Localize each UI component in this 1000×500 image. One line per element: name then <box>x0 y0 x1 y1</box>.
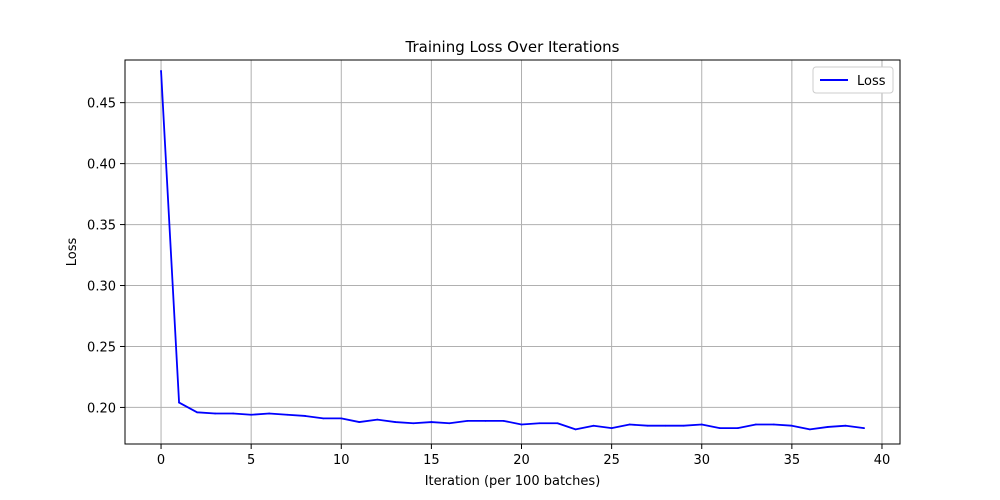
loss-point <box>412 422 415 425</box>
x-ticks: 0 5 10 15 20 25 30 35 40 <box>157 444 890 468</box>
loss-point <box>178 401 180 404</box>
loss-point <box>845 424 847 427</box>
loss-point <box>718 427 721 430</box>
loss-point <box>610 427 613 430</box>
loss-point <box>700 423 703 426</box>
legend: Loss <box>812 66 894 94</box>
y-tick-label: 0.45 <box>87 97 116 112</box>
loss-point <box>502 419 505 422</box>
x-tick-label: 25 <box>603 453 620 468</box>
loss-point <box>340 417 343 420</box>
loss-series-line <box>160 70 865 431</box>
loss-point <box>736 427 739 430</box>
loss-point <box>484 419 487 422</box>
loss-point <box>448 422 451 425</box>
loss-point <box>286 413 289 416</box>
x-axis-title: Iteration (per 100 batches) <box>425 474 601 489</box>
loss-point <box>592 424 595 427</box>
y-axis-title: Loss <box>65 238 80 267</box>
x-tick-label: 30 <box>693 453 710 468</box>
loss-point <box>250 413 253 416</box>
loss-point <box>196 411 198 414</box>
loss-point <box>790 424 793 427</box>
loss-point <box>466 419 469 422</box>
grid-layer <box>125 60 900 444</box>
loss-point <box>682 424 685 427</box>
loss-point <box>628 423 631 426</box>
loss-point <box>214 412 217 415</box>
loss-point <box>268 412 271 415</box>
x-tick-label: 0 <box>157 453 165 468</box>
loss-point <box>160 70 162 72</box>
y-tick-label: 0.30 <box>87 280 116 295</box>
y-ticks: 0.20 0.25 0.30 0.35 0.40 0.45 <box>87 97 125 416</box>
loss-point <box>430 421 433 423</box>
chart-title: Training Loss Over Iterations <box>405 38 620 56</box>
loss-point <box>574 428 577 431</box>
loss-point <box>538 422 541 425</box>
x-tick-label: 10 <box>333 453 350 468</box>
x-tick-label: 35 <box>784 453 801 468</box>
loss-point <box>556 422 559 425</box>
y-tick-label: 0.40 <box>87 158 116 173</box>
loss-point <box>394 421 397 423</box>
loss-point <box>754 423 757 426</box>
series-layer <box>160 70 865 431</box>
x-tick-label: 5 <box>247 453 255 468</box>
loss-point <box>322 417 325 420</box>
x-tick-label: 40 <box>874 453 891 468</box>
legend-label-loss: Loss <box>857 74 886 89</box>
loss-point <box>376 418 379 421</box>
loss-point <box>827 426 829 428</box>
loss-point <box>772 423 775 426</box>
x-tick-label: 15 <box>423 453 440 468</box>
y-tick-label: 0.25 <box>87 340 116 355</box>
loss-point <box>664 424 667 427</box>
y-tick-label: 0.35 <box>87 219 116 234</box>
loss-point <box>232 412 235 415</box>
x-tick-label: 20 <box>513 453 530 468</box>
loss-point <box>304 415 307 417</box>
loss-point <box>358 421 361 423</box>
loss-point <box>863 427 865 430</box>
plot-frame <box>124 59 901 445</box>
loss-point <box>808 428 811 431</box>
loss-point <box>520 423 523 426</box>
legend-box <box>812 66 894 94</box>
y-tick-label: 0.20 <box>87 401 116 416</box>
loss-point <box>646 424 649 427</box>
